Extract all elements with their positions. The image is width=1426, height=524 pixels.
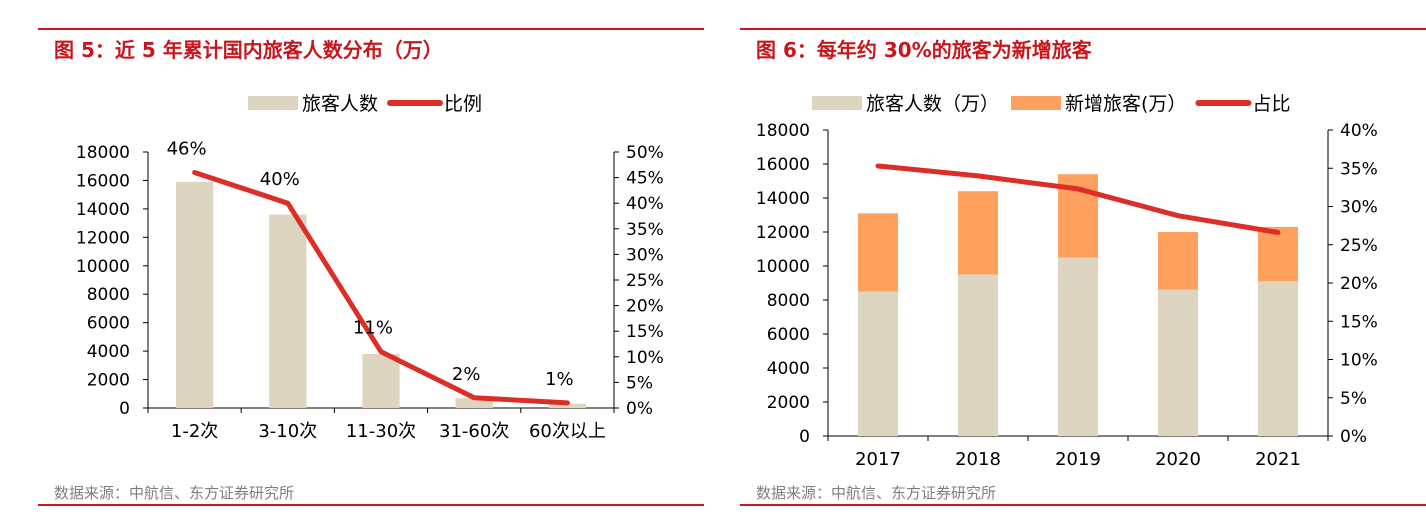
bar-stacked (1258, 226, 1298, 282)
x-tick-label: 1-2次 (171, 421, 218, 442)
y-left-tick-label: 2000 (767, 393, 810, 413)
y-left-tick-label: 8000 (87, 285, 130, 305)
data-label: 1% (545, 369, 574, 390)
y-left-tick-label: 4000 (767, 359, 810, 379)
y-right-tick-label: 35% (1340, 159, 1378, 179)
y-right-tick-label: 40% (1340, 121, 1378, 141)
legend-swatch-bar (1011, 96, 1062, 110)
bar-base (455, 398, 493, 408)
y-right-tick-label: 0% (1340, 427, 1367, 447)
data-label: 46% (167, 138, 207, 159)
source-note: 数据来源：中航信、东方证券研究所 (756, 484, 997, 502)
x-tick-label: 3-10次 (258, 421, 317, 442)
bar-stacked (1158, 232, 1198, 290)
bottom-rule (740, 504, 1426, 506)
y-left-tick-label: 4000 (87, 342, 130, 362)
y-right-tick-label: 30% (1340, 198, 1378, 218)
x-tick-label: 2018 (955, 449, 1001, 470)
y-right-tick-label: 10% (1340, 351, 1378, 371)
chart-fig5: 0 2000 4000 6000 8000 10000 12000 14000 16000 180… (76, 93, 664, 442)
y-right-tick-label: 45% (626, 169, 664, 189)
y-right-tick-label: 20% (626, 297, 664, 317)
y-right-tick-label: 15% (1340, 312, 1378, 332)
bar-base (269, 214, 307, 408)
y-right-tick-label: 5% (1340, 389, 1367, 409)
y-left-tick-label: 16000 (76, 171, 130, 191)
y-right-tick-label: 20% (1340, 274, 1378, 294)
y-left-tick-label: 18000 (756, 121, 810, 141)
bar-base (1158, 289, 1198, 436)
y-right-tick-label: 10% (626, 348, 664, 368)
y-left-tick-label: 10000 (76, 257, 130, 277)
legend-label: 比例 (444, 93, 482, 115)
y-left-tick-label: 10000 (756, 257, 810, 277)
x-tick-label: 2021 (1255, 449, 1301, 470)
top-rule (740, 28, 1426, 30)
y-right-tick-label: 40% (626, 194, 664, 214)
legend-swatch-bar (248, 96, 298, 110)
source-note: 数据来源：中航信、东方证券研究所 (54, 484, 295, 502)
y-right-tick-label: 0% (626, 399, 653, 419)
legend-label: 新增旅客(万） (1065, 93, 1186, 115)
y-right-tick-label: 25% (1340, 236, 1378, 256)
x-tick-label: 11-30次 (346, 421, 416, 442)
bar-base (1058, 257, 1098, 436)
legend-label: 旅客人数 (302, 93, 378, 115)
bar-base (175, 181, 214, 408)
bar-base (548, 403, 587, 408)
legend-swatch-bar (812, 96, 862, 110)
bar-stacked (858, 213, 898, 292)
legend-label: 占比 (1252, 93, 1290, 115)
y-right-tick-label: 25% (626, 271, 664, 291)
y-left-tick-label: 0 (119, 399, 130, 419)
x-tick-label: 60次以上 (529, 421, 606, 442)
line-series (192, 169, 570, 406)
chart-panel-fig5: 图 5：近 5 年累计国内旅客人数分布（万） 0 2000 4000 6000 8000… (0, 0, 712, 524)
data-label: 2% (452, 364, 481, 385)
x-tick-label: 31-60次 (439, 421, 509, 442)
y-right-tick-label: 50% (626, 143, 664, 163)
y-right-tick-label: 30% (626, 245, 664, 265)
bar-base (958, 274, 998, 436)
line-series (875, 163, 1281, 236)
legend-label: 旅客人数（万） (866, 93, 999, 115)
y-right-tick-label: 5% (626, 373, 653, 393)
y-left-tick-label: 14000 (756, 189, 810, 209)
y-left-tick-label: 16000 (756, 155, 810, 175)
x-tick-label: 2019 (1055, 449, 1101, 470)
bar-stacked (958, 191, 998, 275)
top-rule (38, 28, 704, 30)
x-tick-label: 2017 (855, 449, 901, 470)
y-left-tick-label: 6000 (87, 314, 130, 334)
bar-base (362, 353, 400, 408)
y-left-tick-label: 6000 (767, 325, 810, 345)
bar-base (858, 291, 898, 436)
bottom-rule (38, 504, 704, 506)
y-right-tick-label: 15% (626, 322, 664, 342)
chart-fig6: 0 2000 4000 6000 8000 10000 12000 14000 16000 180… (756, 93, 1378, 470)
y-left-tick-label: 14000 (76, 200, 130, 220)
x-tick-label: 2020 (1155, 449, 1201, 470)
data-label: 11% (353, 318, 393, 339)
chart-title: 图 6：每年约 30%的旅客为新增旅客 (756, 38, 1092, 62)
chart-title: 图 5：近 5 年累计国内旅客人数分布（万） (54, 38, 443, 62)
data-label: 40% (260, 169, 300, 190)
y-left-tick-label: 0 (799, 427, 810, 447)
bar-base (1258, 281, 1298, 436)
y-left-tick-label: 2000 (87, 371, 130, 391)
y-left-tick-label: 8000 (767, 291, 810, 311)
y-right-tick-label: 35% (626, 220, 664, 240)
chart-panel-fig6: 图 6：每年约 30%的旅客为新增旅客 0 2000 4000 6000 8000 100… (740, 0, 1426, 524)
y-left-tick-label: 12000 (756, 223, 810, 243)
y-left-tick-label: 12000 (76, 228, 130, 248)
y-left-tick-label: 18000 (76, 143, 130, 163)
